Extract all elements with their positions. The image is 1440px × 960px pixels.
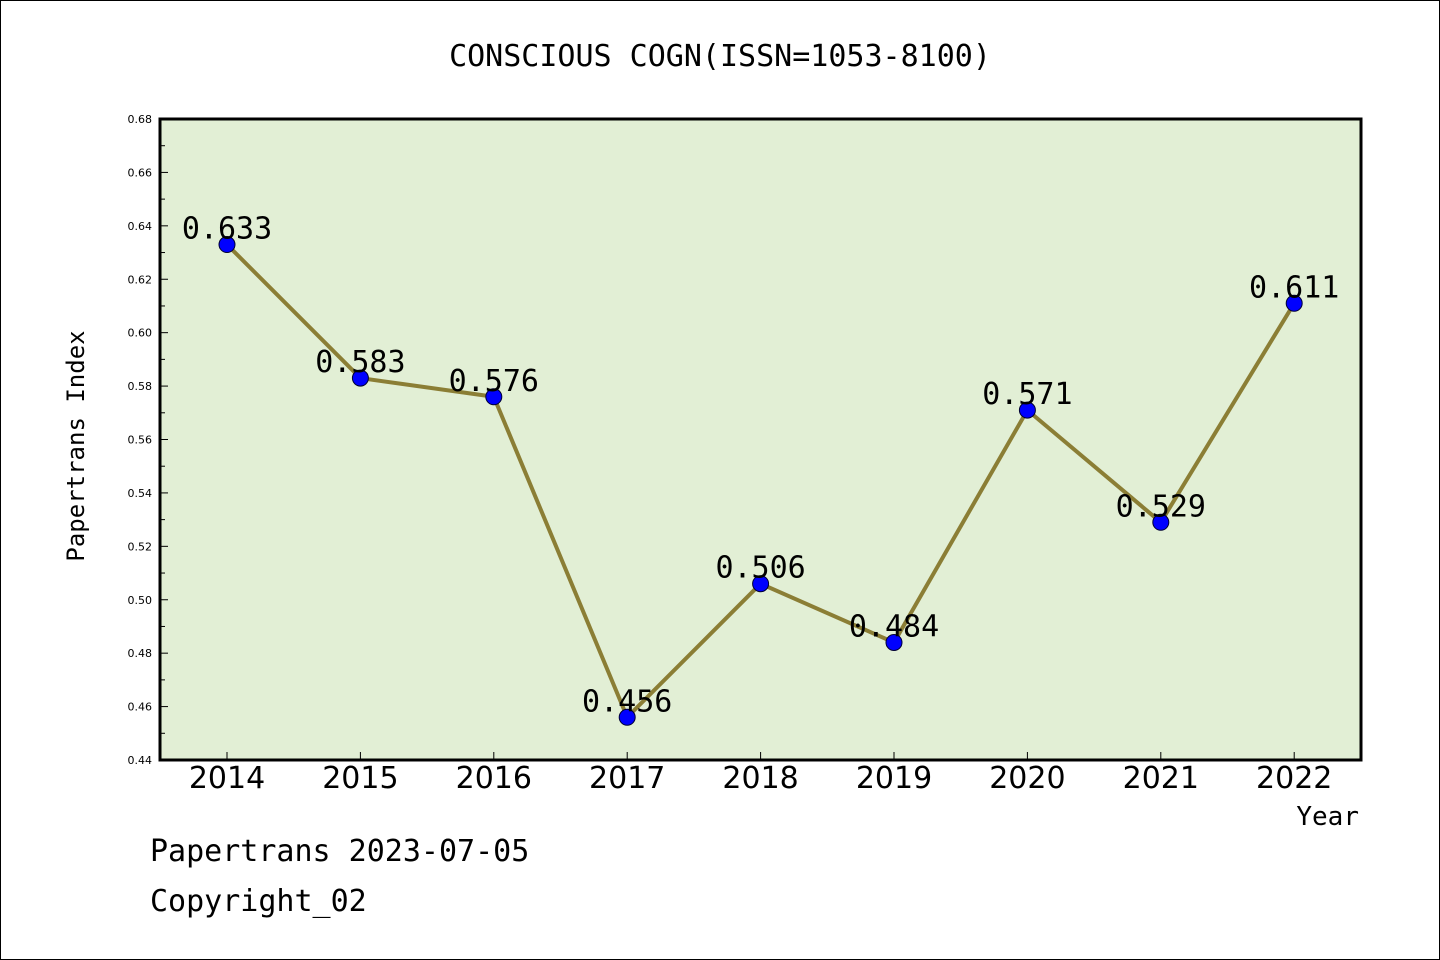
x-tick-label: 2018	[722, 761, 798, 796]
data-point	[351, 369, 369, 387]
series-layer: 0.633 0.583 0.576 0.456 0.506 0.484 0.571 0.529…	[182, 212, 1339, 726]
y-tick-label: 0.58	[128, 380, 153, 393]
data-label: 0.484	[849, 609, 939, 644]
data-label: 0.576	[449, 364, 539, 399]
data-point	[218, 236, 236, 254]
data-point	[1152, 513, 1170, 531]
x-axis-label: Year	[1296, 802, 1359, 832]
data-point	[485, 388, 503, 406]
y-tick-label: 0.60	[128, 327, 153, 340]
x-tick-label: 2021	[1123, 761, 1199, 796]
x-tick-label: 2014	[189, 761, 265, 796]
data-point	[752, 575, 770, 593]
data-label: 0.529	[1116, 489, 1206, 524]
y-tick-label: 0.44	[128, 754, 153, 767]
data-label: 0.456	[582, 684, 672, 719]
data-label: 0.633	[182, 212, 272, 247]
y-tick-label: 0.68	[128, 113, 153, 126]
footer-date: Papertrans 2023-07-05	[150, 834, 530, 869]
data-point	[1285, 294, 1303, 312]
y-tick-label: 0.50	[128, 594, 153, 607]
y-tick-label: 0.66	[128, 166, 153, 179]
x-tick-label: 2020	[989, 761, 1065, 796]
data-label: 0.583	[315, 345, 405, 380]
x-tick-label: 2022	[1256, 761, 1332, 796]
x-axis: 2014 2015 2016 2017 2018 2019 2020 2021 2022	[189, 752, 1332, 796]
chart-title: CONSCIOUS COGN(ISSN=1053-8100)	[449, 39, 991, 74]
x-tick-label: 2017	[589, 761, 665, 796]
data-point	[1018, 401, 1036, 419]
data-point	[885, 633, 903, 651]
footer-copyright: Copyright_02	[150, 884, 367, 919]
plot-area	[158, 117, 1363, 762]
data-point	[618, 708, 636, 726]
y-tick-label: 0.62	[128, 273, 153, 286]
y-tick-label: 0.52	[128, 540, 153, 553]
y-tick-label: 0.54	[128, 487, 153, 500]
x-tick-label: 2015	[322, 761, 398, 796]
data-label: 0.571	[982, 377, 1072, 412]
data-label: 0.611	[1249, 270, 1339, 305]
x-tick-label: 2016	[456, 761, 532, 796]
y-tick-label: 0.64	[128, 220, 153, 233]
y-axis: 0.44 0.46 0.48 0.50 0.52 0.54 0.56 0.58 0.60 0.62…	[128, 113, 168, 767]
x-tick-label: 2019	[856, 761, 932, 796]
y-tick-label: 0.48	[128, 647, 153, 660]
data-label: 0.506	[715, 551, 805, 586]
y-tick-label: 0.46	[128, 701, 153, 714]
y-axis-label: Papertrans Index	[62, 330, 90, 561]
y-tick-label: 0.56	[128, 434, 153, 447]
